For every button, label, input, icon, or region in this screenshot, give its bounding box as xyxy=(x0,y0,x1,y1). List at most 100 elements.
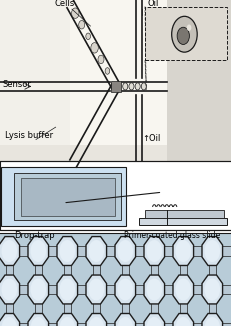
Bar xyxy=(150,303,157,314)
Bar xyxy=(64,303,70,314)
Polygon shape xyxy=(86,275,106,304)
Bar xyxy=(21,178,114,216)
Circle shape xyxy=(141,83,146,90)
Circle shape xyxy=(204,317,219,326)
Circle shape xyxy=(175,317,190,326)
Circle shape xyxy=(59,240,75,262)
Circle shape xyxy=(97,55,103,64)
Circle shape xyxy=(146,317,161,326)
Circle shape xyxy=(122,83,127,90)
Circle shape xyxy=(1,317,17,326)
Circle shape xyxy=(146,278,161,301)
Bar xyxy=(0,161,231,230)
Polygon shape xyxy=(115,275,135,304)
Circle shape xyxy=(88,240,104,262)
Polygon shape xyxy=(115,314,135,326)
Circle shape xyxy=(1,240,17,262)
Bar xyxy=(0,0,166,145)
Polygon shape xyxy=(86,314,106,326)
Bar xyxy=(48,285,57,294)
Polygon shape xyxy=(28,314,48,326)
Polygon shape xyxy=(57,237,77,265)
Polygon shape xyxy=(172,237,193,265)
Bar xyxy=(0,0,166,161)
Circle shape xyxy=(176,27,188,44)
Text: Oil: Oil xyxy=(147,0,158,8)
Circle shape xyxy=(146,240,161,262)
Bar xyxy=(221,246,231,256)
Bar xyxy=(69,0,166,145)
Polygon shape xyxy=(143,275,164,304)
Text: Sensor: Sensor xyxy=(2,80,31,89)
Polygon shape xyxy=(143,237,164,265)
Polygon shape xyxy=(28,237,48,265)
Circle shape xyxy=(204,278,219,301)
Circle shape xyxy=(78,21,84,29)
Polygon shape xyxy=(0,314,19,326)
Bar xyxy=(192,285,202,294)
Polygon shape xyxy=(86,237,106,265)
Bar xyxy=(64,265,70,276)
Bar xyxy=(93,265,99,276)
Bar xyxy=(122,303,128,314)
Circle shape xyxy=(71,8,79,18)
Bar xyxy=(48,323,57,326)
Polygon shape xyxy=(143,314,164,326)
Bar xyxy=(192,323,202,326)
Bar xyxy=(35,303,41,314)
Bar xyxy=(106,323,115,326)
Bar xyxy=(221,323,231,326)
Bar xyxy=(93,303,99,314)
Polygon shape xyxy=(57,275,77,304)
Polygon shape xyxy=(201,314,222,326)
Polygon shape xyxy=(0,275,19,304)
Bar xyxy=(77,323,86,326)
Polygon shape xyxy=(115,237,135,265)
Bar xyxy=(122,265,128,276)
Circle shape xyxy=(117,317,133,326)
Circle shape xyxy=(117,240,133,262)
Bar xyxy=(14,173,120,220)
Polygon shape xyxy=(57,314,77,326)
Circle shape xyxy=(175,240,190,262)
Polygon shape xyxy=(172,314,193,326)
Circle shape xyxy=(59,317,75,326)
Polygon shape xyxy=(201,275,222,304)
Bar xyxy=(163,285,173,294)
Bar xyxy=(0,233,231,326)
Bar xyxy=(48,246,57,256)
Circle shape xyxy=(85,33,90,39)
Bar xyxy=(0,0,231,161)
Bar xyxy=(163,246,173,256)
Polygon shape xyxy=(172,275,193,304)
Circle shape xyxy=(88,278,104,301)
Bar xyxy=(144,210,223,218)
Bar xyxy=(208,303,215,314)
Circle shape xyxy=(204,240,219,262)
Bar xyxy=(134,285,144,294)
Text: Lysis buffer: Lysis buffer xyxy=(5,130,52,140)
Bar xyxy=(19,246,28,256)
Bar xyxy=(35,265,41,276)
Circle shape xyxy=(186,24,191,31)
Bar xyxy=(144,7,226,60)
Bar xyxy=(19,285,28,294)
Circle shape xyxy=(59,278,75,301)
Bar xyxy=(106,285,115,294)
Circle shape xyxy=(117,278,133,301)
Bar xyxy=(163,323,173,326)
Bar xyxy=(77,285,86,294)
Bar xyxy=(208,265,215,276)
Circle shape xyxy=(1,278,17,301)
Bar xyxy=(106,246,115,256)
Text: Cells: Cells xyxy=(55,0,75,8)
Text: ↑Oil: ↑Oil xyxy=(142,134,160,143)
Bar xyxy=(19,323,28,326)
Circle shape xyxy=(30,240,46,262)
Bar xyxy=(150,265,157,276)
Bar xyxy=(110,81,121,92)
Circle shape xyxy=(171,16,196,52)
Circle shape xyxy=(30,278,46,301)
Circle shape xyxy=(91,43,98,53)
Polygon shape xyxy=(28,275,48,304)
